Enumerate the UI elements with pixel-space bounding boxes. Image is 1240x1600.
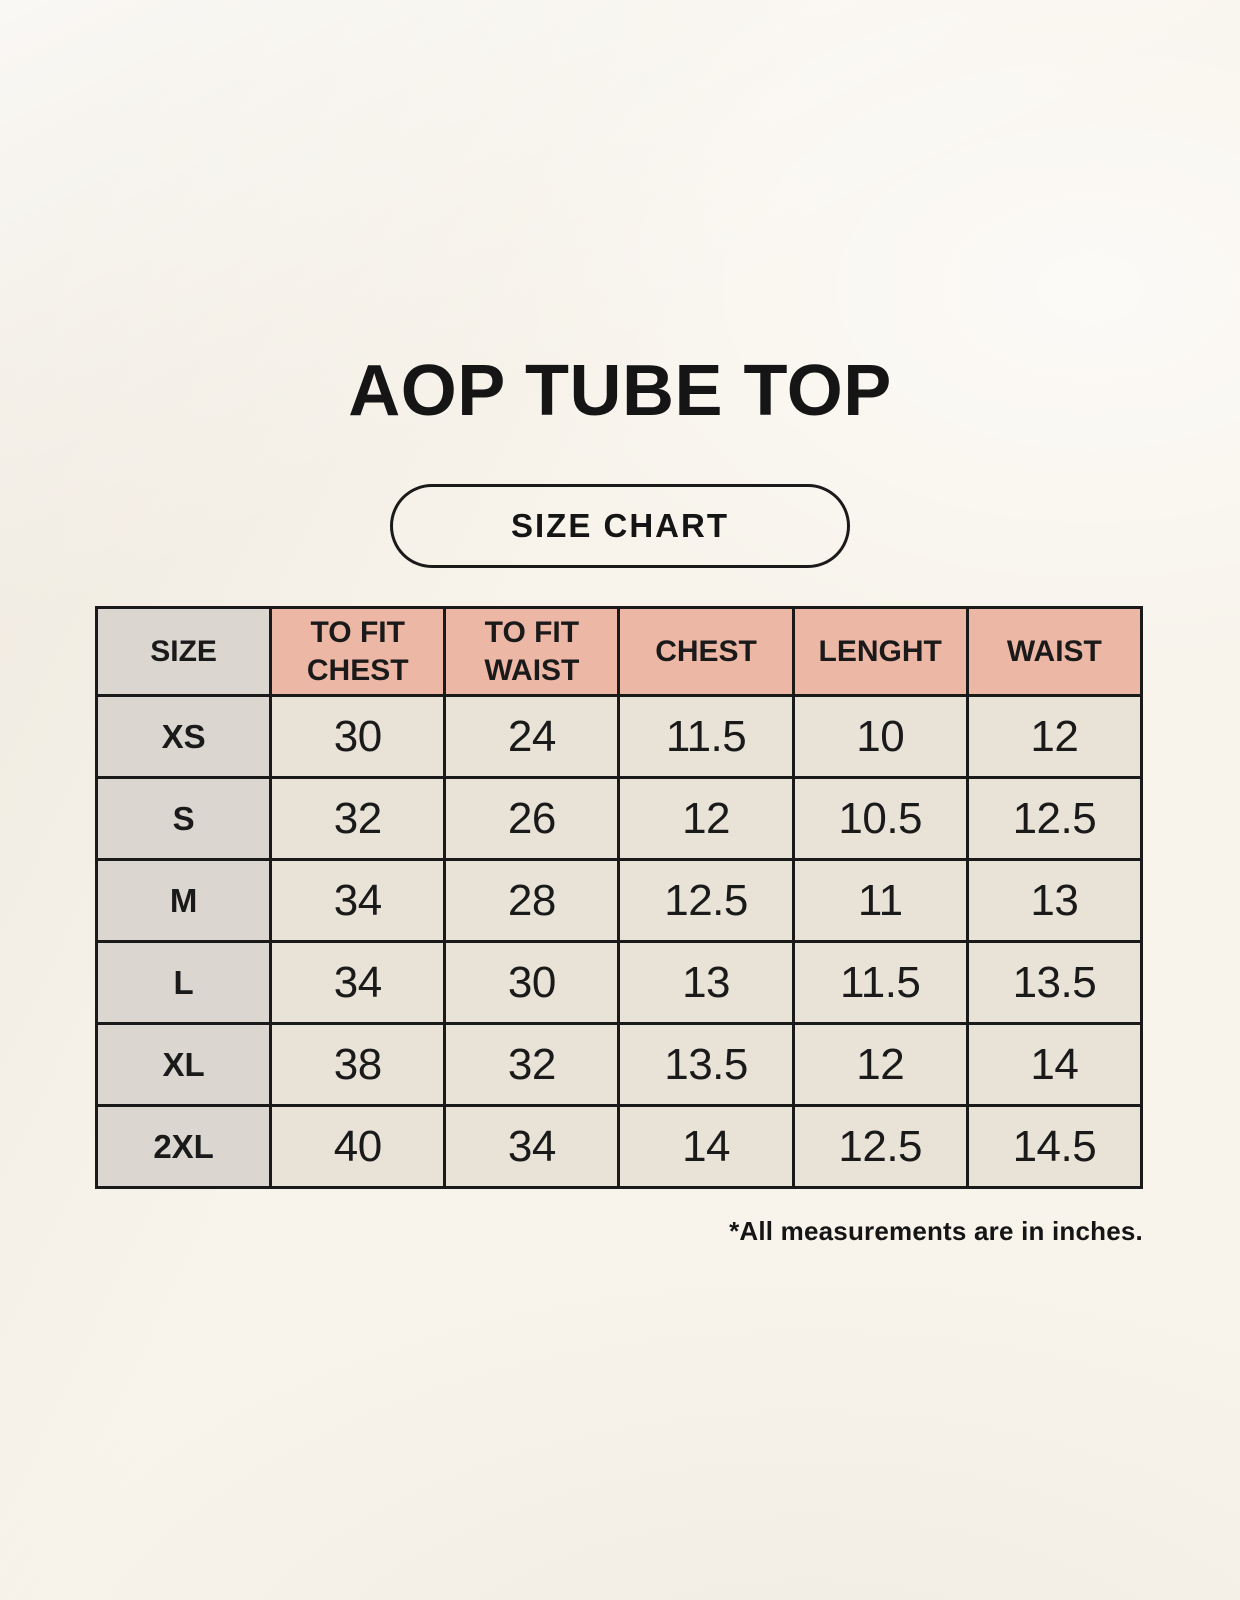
measurement-cell: 26 (443, 776, 621, 861)
measurement-cell: 30 (443, 940, 621, 1025)
measurement-cell: 13.5 (617, 1022, 795, 1107)
measurement-cell: 32 (443, 1022, 621, 1107)
measurement-cell: 34 (269, 940, 447, 1025)
size-chart-badge[interactable]: SIZE CHART (390, 484, 850, 568)
size-chart-table: SIZE TO FIT CHEST TO FIT WAIST CHEST LENGHT W… (94, 606, 1144, 1189)
measurement-cell: 34 (269, 858, 447, 943)
table-body: XS 30 24 11.5 10 12 S 32 26 12 10.5 12.5 M 34 28 12.5 11… (94, 694, 1144, 1189)
table-row: XS 30 24 11.5 10 12 (94, 694, 1144, 779)
table-row: L 34 30 13 11.5 13.5 (94, 940, 1144, 1025)
measurement-cell: 11.5 (617, 694, 795, 779)
measurement-cell: 12 (965, 694, 1144, 779)
measurement-cell: 13.5 (965, 940, 1144, 1025)
measurement-cell: 13 (617, 940, 795, 1025)
column-header-size: SIZE (94, 606, 273, 697)
measurement-cell: 12 (791, 1022, 969, 1107)
measurement-cell: 24 (443, 694, 621, 779)
measurement-cell: 30 (269, 694, 447, 779)
column-header: WAIST (965, 606, 1144, 697)
column-header: LENGHT (791, 606, 969, 697)
size-label: 2XL (94, 1104, 273, 1189)
measurement-cell: 12.5 (965, 776, 1144, 861)
measurement-cell: 14 (965, 1022, 1144, 1107)
measurement-cell: 14.5 (965, 1104, 1144, 1189)
measurements-footnote: *All measurements are in inches. (729, 1216, 1143, 1246)
table-row: XL 38 32 13.5 12 14 (94, 1022, 1144, 1107)
measurement-cell: 14 (617, 1104, 795, 1189)
table-row: M 34 28 12.5 11 13 (94, 858, 1144, 943)
measurement-cell: 13 (965, 858, 1144, 943)
measurement-cell: 11.5 (791, 940, 969, 1025)
column-header: CHEST (617, 606, 795, 697)
table-header: SIZE TO FIT CHEST TO FIT WAIST CHEST LENGHT W… (94, 606, 1144, 697)
size-label: XS (94, 694, 273, 779)
table-row: 2XL 40 34 14 12.5 14.5 (94, 1104, 1144, 1189)
header-row: SIZE TO FIT CHEST TO FIT WAIST CHEST LENGHT W… (94, 606, 1144, 697)
measurement-cell: 12.5 (617, 858, 795, 943)
column-header: TO FIT CHEST (269, 606, 447, 697)
column-header: TO FIT WAIST (443, 606, 621, 697)
measurement-cell: 11 (791, 858, 969, 943)
size-label: L (94, 940, 273, 1025)
measurement-cell: 12 (617, 776, 795, 861)
measurement-cell: 38 (269, 1022, 447, 1107)
measurement-cell: 32 (269, 776, 447, 861)
measurement-cell: 10 (791, 694, 969, 779)
size-label: S (94, 776, 273, 861)
size-chart-badge-label: SIZE CHART (511, 507, 729, 544)
measurement-cell: 12.5 (791, 1104, 969, 1189)
measurement-cell: 34 (443, 1104, 621, 1189)
measurement-cell: 28 (443, 858, 621, 943)
measurement-cell: 10.5 (791, 776, 969, 861)
measurement-cell: 40 (269, 1104, 447, 1189)
size-label: M (94, 858, 273, 943)
page-title: AOP TUBE TOP (348, 351, 892, 431)
size-label: XL (94, 1022, 273, 1107)
table-row: S 32 26 12 10.5 12.5 (94, 776, 1144, 861)
